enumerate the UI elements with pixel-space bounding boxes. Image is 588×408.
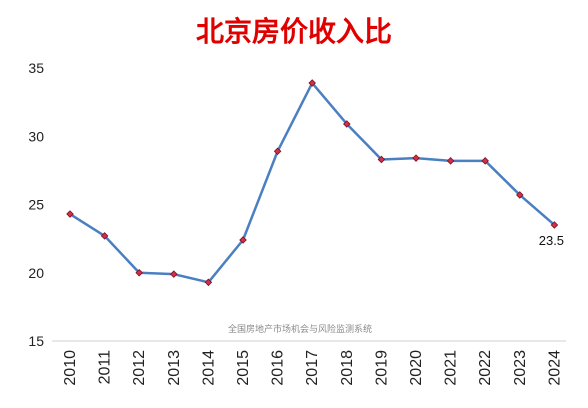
x-tick-label: 2016 [270, 350, 287, 386]
x-tick-label: 2020 [408, 350, 425, 386]
data-point-marker [170, 270, 178, 278]
y-tick-label: 30 [28, 128, 44, 144]
x-tick-label: 2012 [131, 350, 148, 386]
data-point-marker [135, 268, 143, 277]
x-tick-label: 2013 [166, 350, 183, 386]
data-label: 23.5 [539, 233, 564, 248]
x-tick-label: 2010 [62, 350, 79, 386]
x-tick-label: 2011 [97, 350, 114, 385]
y-tick-label: 35 [28, 60, 44, 76]
y-tick-label: 25 [28, 197, 44, 213]
x-tick-label: 2014 [200, 350, 217, 386]
data-point-marker [100, 232, 109, 240]
data-point-marker [481, 157, 489, 165]
series-line [69, 81, 556, 284]
x-tick-label: 2019 [373, 350, 390, 386]
y-tick-label: 20 [28, 265, 44, 281]
data-point-marker [446, 157, 455, 165]
data-point-marker [66, 210, 74, 218]
data-point-marker [412, 154, 420, 162]
watermark-text: 全国房地产市场机会与风险监测系统 [228, 323, 372, 335]
data-point-marker [273, 147, 282, 156]
data-point-marker [550, 221, 559, 229]
data-point-marker [308, 79, 316, 87]
x-tick-label: 2018 [339, 350, 356, 386]
x-tick-label: 2023 [512, 350, 529, 386]
chart-title: 北京房价收入比 [195, 15, 392, 48]
data-point-marker [343, 120, 351, 128]
data-point-marker [239, 236, 247, 244]
x-tick-label: 2022 [477, 350, 494, 386]
data-point-marker [377, 155, 386, 164]
x-tick-label: 2017 [304, 350, 321, 386]
data-point-marker [516, 191, 524, 199]
x-tick-label: 2024 [546, 350, 563, 386]
y-tick-label: 15 [28, 333, 44, 349]
x-tick-label: 2015 [235, 350, 252, 386]
x-tick-label: 2021 [443, 350, 460, 386]
data-point-marker [204, 278, 213, 287]
